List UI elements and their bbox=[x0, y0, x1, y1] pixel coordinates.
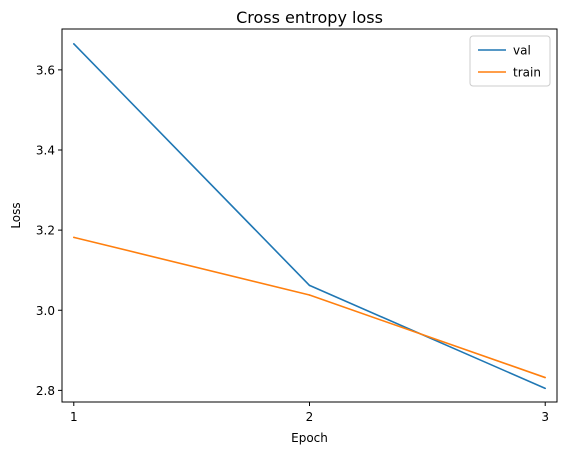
x-axis-label: Epoch bbox=[291, 431, 328, 445]
legend: val train bbox=[469, 35, 551, 87]
data-point-train bbox=[72, 236, 75, 239]
data-point-val bbox=[72, 43, 75, 45]
legend-box bbox=[469, 35, 551, 87]
legend-label-train: train bbox=[513, 66, 541, 80]
y-tick-label: 3.0 bbox=[36, 304, 55, 318]
y-tick-label: 3.6 bbox=[36, 63, 55, 77]
data-point-val bbox=[544, 387, 547, 390]
y-axis-label: Loss bbox=[9, 202, 23, 228]
y-axis-ticks: 2.8 3.0 3.2 3.4 3.6 bbox=[36, 63, 62, 398]
x-tick-label: 3 bbox=[541, 410, 549, 424]
y-tick-label: 3.2 bbox=[36, 224, 55, 238]
legend-label-val: val bbox=[513, 44, 531, 58]
plot-area bbox=[62, 29, 557, 402]
data-point-train bbox=[544, 376, 547, 379]
y-tick-label: 3.4 bbox=[36, 143, 55, 157]
chart-title: Cross entropy loss bbox=[236, 8, 383, 27]
x-axis-ticks: 1 2 3 bbox=[70, 402, 549, 424]
plot-frame bbox=[61, 28, 558, 403]
data-point-train bbox=[308, 294, 311, 296]
x-tick-label: 2 bbox=[306, 410, 314, 424]
y-tick-label: 2.8 bbox=[36, 384, 55, 398]
series-lines bbox=[72, 43, 547, 390]
x-tick-label: 1 bbox=[70, 410, 78, 424]
data-point-val bbox=[308, 284, 311, 287]
